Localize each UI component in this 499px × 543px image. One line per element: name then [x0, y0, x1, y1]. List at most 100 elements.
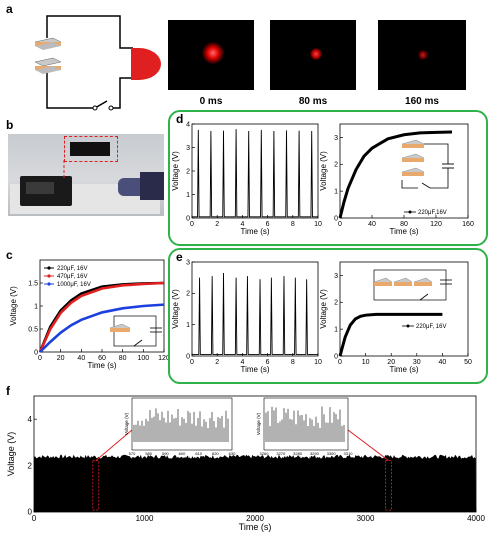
x-tick-label: 160 [462, 221, 474, 228]
series-line [39, 303, 165, 353]
inset-x-axis-label: Time (s) [298, 456, 315, 461]
panel-f-label: f [6, 384, 10, 398]
inset-x-tick-label: 3270 [276, 451, 286, 456]
y-axis-label: Voltage (V) [171, 151, 180, 191]
x-tick-label: 40 [439, 359, 447, 366]
wire [424, 143, 449, 164]
x-tick-label: 10 [314, 359, 322, 366]
x-tick-label: 10 [314, 221, 322, 228]
legend-label: 220μF, 16V [416, 324, 446, 330]
chart-e-left: 0 2 4 6 8 10 0 1 2 3 Time (s) Voltage (V) [171, 259, 322, 374]
legend-label: 220μF,16V [418, 210, 447, 216]
inset-signal [265, 406, 345, 442]
y-tick-label: 3 [186, 259, 190, 266]
series-line [38, 281, 165, 353]
frame-caption-0: 0 ms [199, 96, 223, 107]
x-tick-label: 2 [215, 221, 219, 228]
inset-signal [133, 408, 229, 442]
wire [430, 168, 449, 189]
multimeter-icon [20, 176, 72, 206]
x-axis-label: Time (s) [389, 365, 418, 374]
x-tick-label: 20 [57, 355, 65, 362]
led-frame-0ms [168, 20, 254, 90]
panel-c-label: c [6, 248, 13, 262]
x-tick-label: 0 [38, 355, 42, 362]
x-tick-label: 120 [430, 221, 442, 228]
device-photo [8, 134, 164, 216]
x-tick-label: 0 [190, 359, 194, 366]
y-tick-label: 0 [34, 349, 38, 356]
panel-e-label: e [176, 250, 183, 264]
inset-y-axis-label: Voltage (V) [256, 412, 261, 435]
plot-frame [339, 123, 469, 219]
x-tick-label: 0 [338, 221, 342, 228]
legend-label: 220μF, 16V [57, 266, 87, 272]
pulse-series [192, 272, 318, 355]
x-axis-label: Time (s) [239, 522, 272, 532]
x-axis-label: Time (s) [240, 227, 269, 236]
y-tick-label: 4 [28, 415, 33, 424]
y-tick-label: 0.5 [28, 326, 38, 333]
x-tick-label: 80 [119, 355, 127, 362]
chart-d-right: 0 40 80 120 160 0 1 2 3 Time (s) Voltage (V) 220μF,… [319, 123, 474, 236]
zoom-arrow [347, 429, 389, 462]
y-tick-label: 1 [334, 326, 338, 333]
x-tick-label: 50 [464, 359, 472, 366]
y-tick-label: 1 [186, 192, 190, 199]
x-axis-label: Time (s) [389, 227, 418, 236]
y-axis-label: Voltage (V) [171, 289, 180, 329]
y-tick-label: 1 [186, 322, 190, 329]
cap-body [402, 144, 424, 148]
cap-body [110, 328, 130, 332]
x-tick-label: 30 [413, 359, 421, 366]
y-tick-label: 4 [186, 121, 190, 128]
led-icon [131, 48, 161, 80]
cap-body [402, 158, 424, 162]
inset-x-tick-label: 3280 [293, 451, 303, 456]
wire [401, 180, 418, 189]
x-tick-label: 2 [215, 359, 219, 366]
x-tick-label: 3000 [357, 514, 375, 523]
legend-label: 470μF, 16V [57, 274, 87, 280]
inset-x-tick-label: 610 [195, 451, 202, 456]
y-tick-label: 0 [28, 508, 33, 517]
x-tick-label: 20 [387, 359, 395, 366]
y-tick-label: 2 [186, 168, 190, 175]
plot-frame [339, 261, 469, 357]
inset-x-tick-label: 3310 [344, 451, 354, 456]
legend-marker [47, 266, 51, 270]
y-axis-label: Voltage (V) [319, 289, 328, 329]
x-tick-label: 1000 [136, 514, 154, 523]
panel-a-label: a [6, 2, 13, 16]
x-tick-label: 0 [190, 221, 194, 228]
panel-e-frame [168, 248, 488, 384]
x-tick-label: 0 [32, 514, 37, 523]
chart-e-right: 0 10 20 30 40 50 0 1 2 3 Time (s) Voltage (V) 220μF,… [319, 261, 472, 374]
x-tick-label: 2000 [246, 514, 264, 523]
y-tick-label: 0 [186, 353, 190, 360]
inset-x-tick-label: 3290 [310, 451, 320, 456]
inset-x-axis-label: Time (s) [174, 456, 191, 461]
legend-marker [47, 274, 51, 278]
voltage-band [34, 454, 476, 512]
y-axis-label: Voltage (V) [9, 286, 18, 326]
x-tick-label: 60 [98, 355, 106, 362]
x-tick-label: 40 [368, 221, 376, 228]
y-tick-label: 2 [186, 291, 190, 298]
switch [421, 182, 431, 189]
inset-x-tick-label: 590 [162, 451, 169, 456]
display-module-icon [70, 142, 110, 156]
y-tick-label: 0 [334, 215, 338, 222]
x-tick-label: 4 [240, 359, 244, 366]
y-axis-label: Voltage (V) [6, 432, 16, 477]
legend-marker [47, 282, 51, 286]
frame-caption-2: 160 ms [405, 96, 439, 107]
pulse-series [192, 129, 318, 218]
x-tick-label: 10 [362, 359, 370, 366]
x-tick-label: 120 [158, 355, 170, 362]
legend-label: 1000μF, 16V [57, 282, 91, 288]
switch [419, 293, 429, 301]
chart-c: 0 20 40 60 80 100 120 0 0.5 1 1.5 Time (s) Voltage (… [9, 259, 170, 370]
inset-x-tick-label: 3300 [327, 451, 337, 456]
